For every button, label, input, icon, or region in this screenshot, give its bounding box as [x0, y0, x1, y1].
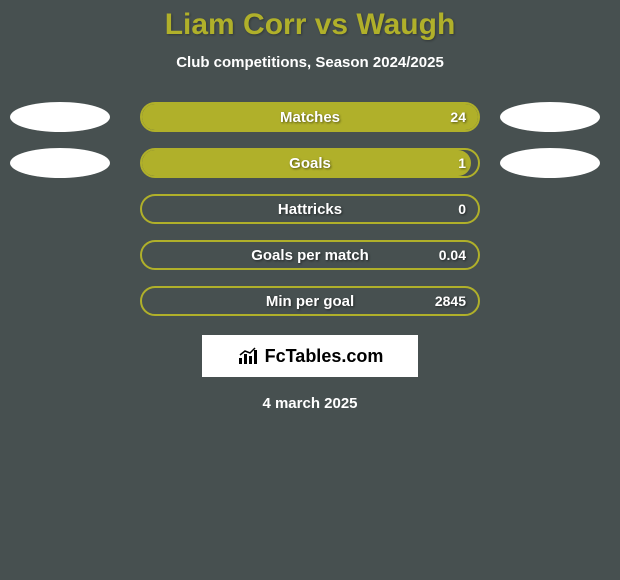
stat-value: 0.04	[439, 247, 466, 263]
logo: FcTables.com	[237, 346, 384, 367]
player-left-marker	[10, 148, 110, 178]
stat-row: Hattricks 0	[0, 193, 620, 225]
stat-label: Matches	[280, 109, 340, 126]
date-label: 4 march 2025	[0, 395, 620, 412]
stat-bar: Hattricks 0	[140, 194, 480, 224]
stat-value: 1	[458, 155, 466, 171]
stat-label: Hattricks	[278, 201, 342, 218]
page-title: Liam Corr vs Waugh	[0, 8, 620, 42]
stat-label: Goals per match	[251, 247, 369, 264]
stat-row: Min per goal 2845	[0, 285, 620, 317]
stat-row: Goals 1	[0, 147, 620, 179]
stat-label: Min per goal	[266, 293, 354, 310]
stat-row: Matches 24	[0, 101, 620, 133]
stat-bar: Goals 1	[140, 148, 480, 178]
chart-icon	[237, 346, 261, 366]
stat-row: Goals per match 0.04	[0, 239, 620, 271]
player-left-marker	[10, 102, 110, 132]
stats-comparison-card: Liam Corr vs Waugh Club competitions, Se…	[0, 0, 620, 580]
stat-value: 0	[458, 201, 466, 217]
logo-box: FcTables.com	[202, 335, 418, 377]
logo-text: FcTables.com	[265, 346, 384, 367]
stats-list: Matches 24 Goals 1 Hattricks 0 Goals per match…	[0, 101, 620, 317]
stat-value: 2845	[435, 293, 466, 309]
stat-value: 24	[450, 109, 466, 125]
player-right-marker	[500, 148, 600, 178]
stat-label: Goals	[289, 155, 331, 172]
stat-bar: Min per goal 2845	[140, 286, 480, 316]
player-right-marker	[500, 102, 600, 132]
stat-bar: Goals per match 0.04	[140, 240, 480, 270]
stat-bar: Matches 24	[140, 102, 480, 132]
subtitle: Club competitions, Season 2024/2025	[0, 54, 620, 71]
